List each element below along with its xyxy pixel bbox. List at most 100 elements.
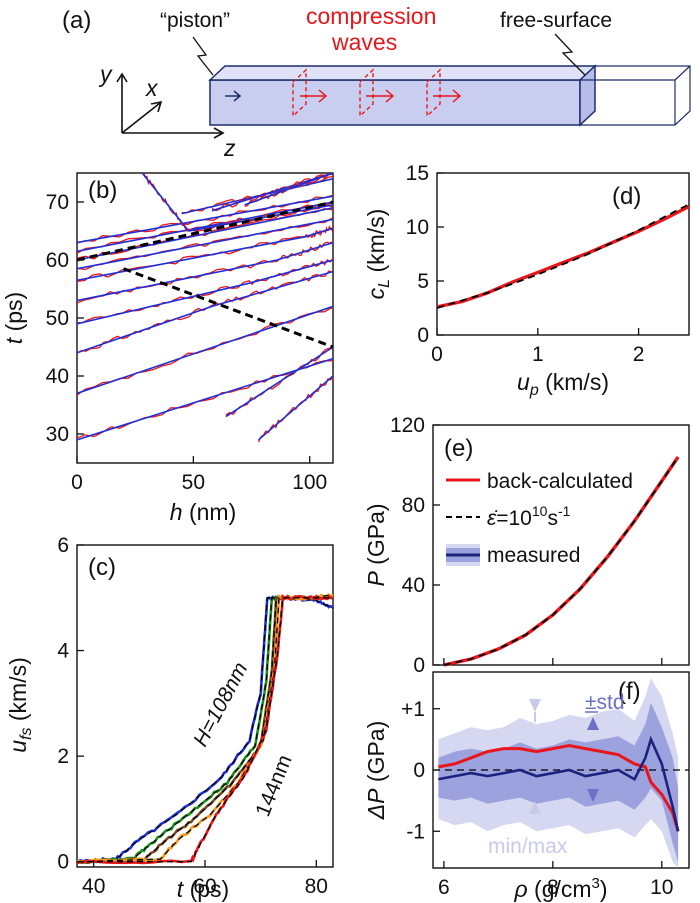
panel-b-contour-fit [77,195,333,244]
panel-b-contour-fit [77,241,333,302]
legend-rate-prefix: =10 [496,507,532,530]
panel-b-xtick-label: 0 [71,471,83,494]
piston-label: “piston” [160,9,230,32]
panel-b-ylabel-unit: (ps) [1,292,27,338]
axis-z-head [213,127,225,139]
slab-front-face [209,79,581,126]
compression-label-2: waves [331,29,397,55]
panel-b-contour-fit [244,173,333,206]
panel-f-xlabel-var: ρ [513,876,527,902]
panel-f-xlabel-unit: (g/cm [528,876,592,902]
panel-b-ytick-label: 70 [46,191,69,214]
panel-f-std-arrow-top [587,717,599,730]
panel-e-frame [432,424,690,666]
axis-z-label: z [223,135,236,161]
legend-rate-unit: s [547,507,558,530]
free-surface-pointer [554,33,586,76]
panel-b-contour-measured [77,217,333,271]
panel-f-ytick-label: 0 [413,759,425,782]
panel-c-xlabel-unit: (ps) [183,876,229,902]
panel-b-xlabel-var: h [170,499,183,525]
panel-c-letter: (c) [88,554,116,581]
panel-b-contour-fit [77,357,333,441]
panel-f-minmax-arrow-bottom [529,801,541,814]
panel-b-contour-measured [77,270,333,354]
panel-d-ytick-label: 15 [406,162,429,185]
wave-fronts [292,68,462,118]
free-box-edge-2 [674,65,691,81]
panel-d-letter: (d) [612,183,641,210]
free-box-outline [580,65,691,126]
panel-e-ylabel-unit: (GPa) [363,503,389,571]
coordinate-axes [116,72,225,139]
panel-b-ytick-label: 50 [46,307,69,330]
panel-c-xlabel-var: t [177,876,185,902]
piston-pointer [192,36,214,76]
panel-d-xlabel: up (km/s) [517,369,609,399]
panel-f-std-band [438,702,679,862]
panel-d-xlabel-sub: p [529,382,539,399]
wave-front-2 [359,68,374,118]
free-surface-label: free-surface [500,9,612,32]
panel-c: 40 60 80 0 2 4 6 (c) H=108nm 144nm t (ps) ufs … [5,534,334,902]
panel-f-std-arrow-bottom [587,789,599,802]
panel-c-ticks: 40 60 80 0 2 4 6 [57,534,328,898]
panel-b-wavefront-dashed [77,200,333,262]
panel-c-ytick-label: 0 [57,851,69,874]
panel-e-letter: (e) [444,435,473,462]
legend-rate-symbol: ε̇ [487,507,498,530]
wave-arrow-head-2 [385,89,395,103]
panel-d-ticks: 0 1 2 0 5 10 15 [406,162,645,366]
panel-d-xtick-label: 0 [431,343,443,366]
panel-b-xtick-label: 100 [292,471,327,494]
panel-f-xlabel: ρ (g/cm3) [513,875,607,902]
panel-d-ylabel-sub: L [376,279,393,288]
panel-c-lines [77,592,333,865]
panel-b-contour-fit [77,201,333,253]
panel-d-ytick-label: 10 [406,216,429,239]
panel-c-ytick-label: 2 [57,745,69,768]
slab-end-face [579,64,596,127]
panel-b-contour-fit [77,259,333,325]
panel-c-annotation-144: 144nm [251,752,296,820]
panel-d-xtick-label: 2 [633,343,645,366]
panel-b-contour-measured [77,257,333,324]
wave-arrow-head-1 [318,89,328,103]
panel-b-contour-fit [77,218,333,270]
panel-b-ytick-label: 60 [46,249,69,272]
legend-measured-label: measured [487,544,580,567]
panel-f-back-calculated-line [438,743,680,832]
panel-e-ylabel: P (GPa) [363,503,389,586]
panel-f-xlabel-exp: 3 [592,875,600,892]
panel-b-ylabel: t (ps) [1,292,27,344]
panel-e-ytick-label: 120 [390,414,425,437]
panel-d-xlabel-unit: (km/s) [539,369,609,395]
panel-b-contour-fit [225,346,333,418]
panel-c-ylabel-unit: (km/s) [5,657,31,727]
panel-d-series-dashed [436,203,690,309]
panel-d-ytick-label: 5 [417,270,429,293]
panel-d-xtick-label: 1 [532,343,544,366]
panel-b-ytick-label: 40 [46,365,69,388]
panel-b-ticks: 0 50 100 30 40 50 60 70 [46,191,328,494]
panel-c-ytick-label: 4 [57,640,69,663]
panel-f-xtick-label: 6 [438,876,450,899]
panel-f-ylabel-var: ΔP [363,788,389,820]
panel-c-ylabel-sub: fs [18,728,35,740]
axis-y-head [116,72,128,83]
panel-c-ytick-label: 6 [57,534,69,557]
panel-b-contour-measured [142,173,333,232]
panel-f-std-label: ±std [585,691,625,714]
axis-x-head [150,100,163,113]
panel-b-xlabel: h (nm) [170,499,236,525]
panel-f-xtick-label: 10 [650,876,673,899]
panel-b-contour-fit [211,173,333,212]
panel-f-ticks: 6 8 10 -1 0 +1 [401,698,673,899]
panel-d-ylabel: cL (km/s) [363,209,393,300]
axis-x-line [121,102,161,134]
panel-d-lines [436,203,690,309]
panel-b-lines [77,173,333,443]
panel-b-ytick-label: 30 [46,423,69,446]
panel-c-ylabel: ufs (km/s) [5,657,35,753]
